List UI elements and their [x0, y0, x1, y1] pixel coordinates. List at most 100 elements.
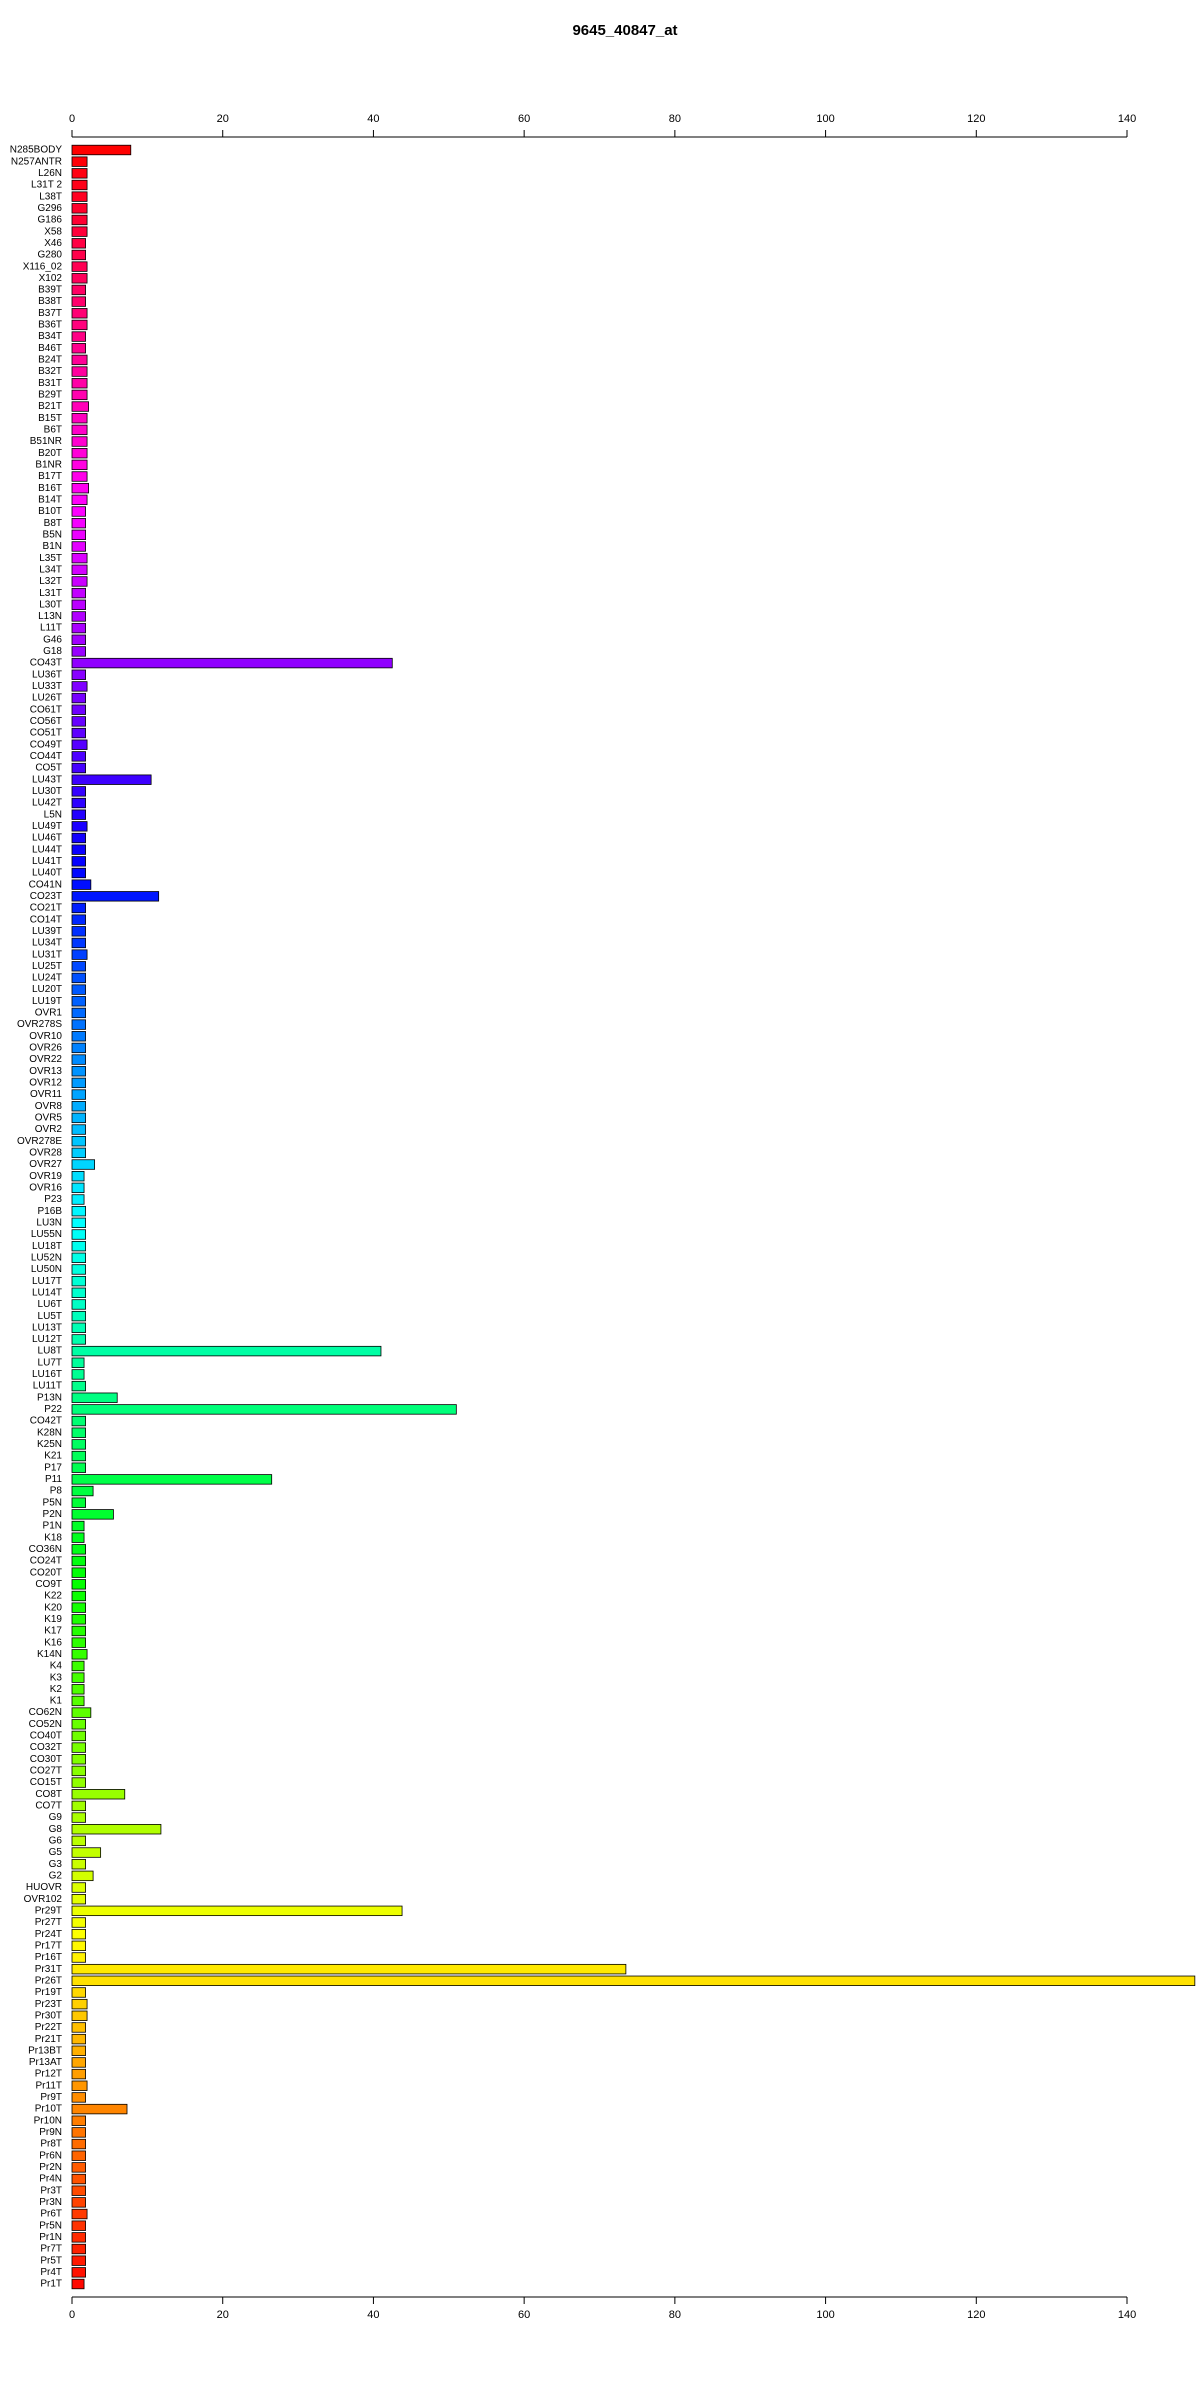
- y-tick-label: B51NR: [30, 436, 62, 447]
- y-tick-label: P16B: [38, 1206, 63, 1217]
- y-tick-label: CO51T: [30, 728, 62, 739]
- y-tick-label: CO44T: [30, 751, 62, 762]
- x-tick-label: 20: [217, 113, 229, 125]
- y-tick-label: LU7T: [38, 1357, 62, 1368]
- y-tick-label: K1: [50, 1696, 63, 1707]
- y-tick-label: CO14T: [30, 914, 62, 925]
- y-tick-label: B20T: [38, 448, 62, 459]
- bar: [71, 249, 86, 261]
- bar: [71, 1392, 118, 1403]
- x-tick-label: 0: [69, 113, 75, 125]
- y-tick-label: K25N: [37, 1439, 62, 1450]
- bar: [71, 389, 88, 401]
- y-tick-label: L26N: [38, 168, 62, 179]
- y-tick-label: P11: [45, 1474, 62, 1485]
- y-tick-label: CO36N: [29, 1544, 62, 1555]
- bar: [71, 972, 86, 984]
- bar: [71, 1590, 86, 1602]
- y-tick-label: LU49T: [32, 821, 62, 832]
- y-tick-label: B1N: [43, 541, 62, 552]
- bar: [71, 1369, 85, 1380]
- y-tick-label: CO32T: [30, 1742, 62, 1753]
- bar: [71, 832, 86, 844]
- y-tick-label: X46: [44, 238, 62, 249]
- x-tick-label: 120: [967, 113, 985, 125]
- y-tick-label: L30T: [39, 599, 62, 610]
- bar: [71, 214, 88, 226]
- bar: [71, 1334, 86, 1345]
- bar: [71, 1357, 85, 1368]
- bar: [71, 1450, 86, 1462]
- bar: [71, 1415, 86, 1427]
- bar: [71, 1136, 86, 1147]
- bar: [71, 1520, 85, 1532]
- y-tick-label: LU36T: [32, 669, 62, 680]
- y-tick-label: OVR26: [29, 1043, 62, 1054]
- bar: [71, 1240, 86, 1252]
- bar: [71, 1742, 86, 1753]
- bar: [71, 1054, 86, 1065]
- y-tick-label: P1N: [43, 1521, 62, 1532]
- bar: [71, 144, 132, 156]
- y-tick-label: CO52N: [29, 1719, 62, 1730]
- bar: [71, 1695, 85, 1707]
- y-tick-label: CO42T: [30, 1416, 62, 1427]
- y-tick-label: Pr24T: [35, 1929, 62, 1940]
- x-tick-label: 60: [518, 113, 530, 125]
- bar: [71, 226, 88, 237]
- y-tick-label: N257ANTR: [11, 156, 62, 167]
- y-tick-label: B36T: [38, 320, 62, 331]
- bar: [71, 1602, 86, 1613]
- bar: [71, 1275, 86, 1287]
- bar: [71, 2255, 86, 2266]
- bar: [71, 471, 88, 482]
- bar: [71, 1555, 86, 1567]
- bar: [71, 1474, 273, 1485]
- y-tick-label: L31T: [39, 588, 62, 599]
- bar: [71, 821, 88, 832]
- bar: [71, 1707, 92, 1718]
- y-tick-label: Pr17T: [35, 1940, 62, 1951]
- bar: [71, 354, 88, 366]
- x-tick-label: 40: [367, 2309, 379, 2321]
- y-tick-label: OVR1: [35, 1008, 63, 1019]
- bar: [71, 2208, 88, 2220]
- bar: [71, 2197, 86, 2208]
- y-tick-label: LU44T: [32, 844, 62, 855]
- y-tick-label: L13N: [38, 611, 62, 622]
- bar: [71, 1299, 86, 1310]
- y-tick-label: K14N: [37, 1649, 62, 1660]
- y-tick-label: OVR102: [24, 1894, 63, 1905]
- bar: [71, 343, 86, 354]
- y-tick-label: LU3N: [36, 1217, 62, 1228]
- y-tick-label: B31T: [38, 378, 62, 389]
- y-tick-label: LU46T: [32, 833, 62, 844]
- bar: [71, 506, 86, 517]
- y-tick-label: OVR28: [29, 1148, 62, 1159]
- y-tick-label: B21T: [38, 401, 62, 412]
- y-tick-label: Pr23T: [35, 1999, 62, 2010]
- bar: [71, 1171, 85, 1182]
- y-tick-label: B29T: [38, 390, 62, 401]
- bar: [71, 1077, 86, 1089]
- bar: [71, 1719, 86, 1730]
- bar: [71, 1031, 86, 1042]
- bar: [71, 2267, 86, 2278]
- bar: [71, 2010, 88, 2021]
- y-tick-label: CO24T: [30, 1556, 62, 1567]
- bar: [71, 529, 86, 541]
- y-tick-label: OVR8: [35, 1101, 63, 1112]
- x-tick-label: 0: [69, 2309, 75, 2321]
- bar: [71, 238, 86, 249]
- y-tick-label: B8T: [44, 518, 62, 529]
- y-tick-label: L35T: [39, 553, 62, 564]
- y-tick-label: Pr9T: [40, 2092, 62, 2103]
- bar: [71, 622, 86, 634]
- bar: [71, 2127, 86, 2138]
- y-tick-label: OVR19: [29, 1171, 62, 1182]
- y-tick-label: LU43T: [32, 774, 62, 785]
- bar: [71, 797, 86, 809]
- bar: [71, 1264, 86, 1275]
- y-tick-label: B34T: [38, 331, 62, 342]
